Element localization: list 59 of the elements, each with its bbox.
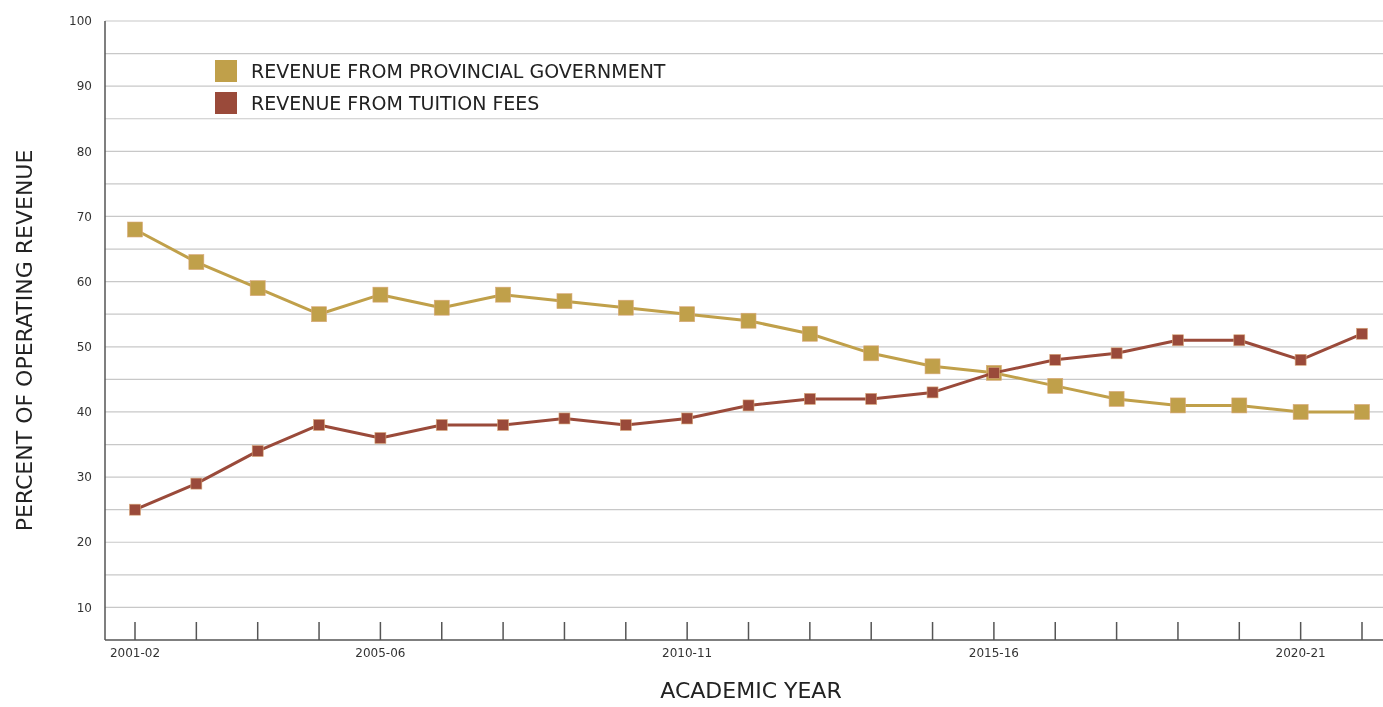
point: [804, 393, 816, 405]
point: [1108, 391, 1125, 407]
point: [1292, 404, 1309, 420]
y-tick-label: 70: [76, 209, 92, 224]
point: [556, 293, 573, 309]
point: [190, 477, 203, 490]
point: [374, 432, 387, 444]
y-axis-title: PERCENT OF OPERATING REVENUE: [12, 149, 37, 532]
x-tick-label: 2005-06: [355, 646, 406, 660]
point: [249, 280, 266, 296]
point: [372, 286, 389, 303]
y-tick-label: 40: [76, 405, 92, 420]
point: [127, 221, 143, 238]
point: [926, 386, 939, 399]
x-tick-label: 2020-21: [1275, 646, 1326, 660]
x-tick-label: 2015-16: [968, 646, 1019, 660]
point: [742, 399, 755, 412]
point: [1170, 397, 1186, 414]
point: [1356, 327, 1368, 340]
point: [681, 412, 693, 425]
point: [1049, 354, 1062, 366]
y-tick-label: 30: [76, 470, 92, 485]
point: [618, 299, 634, 316]
point: [1231, 397, 1248, 414]
x-axis-title: ACADEMIC YEAR: [660, 678, 842, 703]
point: [558, 412, 571, 425]
point: [1047, 378, 1064, 394]
point: [802, 325, 818, 342]
point: [1172, 334, 1184, 347]
y-tick-label: 10: [76, 600, 92, 615]
point: [188, 254, 205, 270]
point: [497, 419, 509, 431]
point: [863, 345, 879, 362]
y-tick-label: 80: [76, 144, 92, 159]
point: [433, 299, 450, 316]
point: [251, 445, 264, 457]
y-tick-label: 20: [76, 535, 92, 550]
point: [129, 503, 141, 516]
y-tick-label: 50: [76, 339, 92, 354]
point: [435, 419, 448, 431]
point: [313, 419, 325, 431]
point: [740, 312, 757, 329]
point: [1110, 347, 1123, 360]
point: [311, 306, 327, 323]
point: [865, 393, 877, 405]
y-tick-label: 90: [76, 79, 92, 94]
point: [495, 286, 511, 303]
y-tick-label: 100: [69, 14, 92, 29]
point: [620, 419, 632, 431]
point: [924, 358, 941, 375]
legend-label: REVENUE FROM TUITION FEES: [251, 91, 540, 114]
point: [1233, 334, 1246, 347]
x-tick-label: 2010-11: [662, 646, 713, 660]
point: [679, 306, 695, 323]
y-tick-label: 60: [76, 274, 92, 289]
legend-label: REVENUE FROM PROVINCIAL GOVERNMENT: [251, 59, 666, 82]
x-tick-label: 2001-02: [109, 646, 161, 660]
point: [1354, 404, 1370, 420]
point: [1294, 354, 1307, 366]
